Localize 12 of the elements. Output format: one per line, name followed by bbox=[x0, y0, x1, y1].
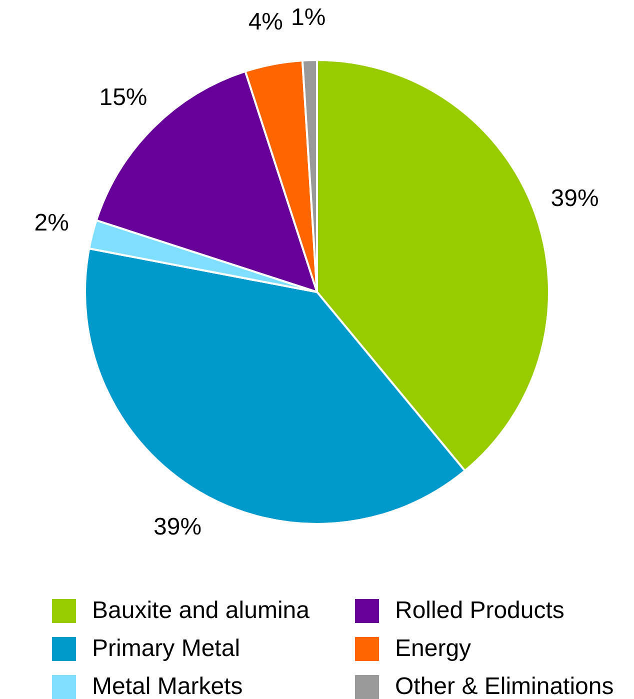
legend-label: Bauxite and alumina bbox=[92, 597, 310, 625]
legend-label: Energy bbox=[395, 635, 472, 663]
data-label: 15% bbox=[99, 84, 148, 111]
legend-label: Primary Metal bbox=[92, 635, 240, 663]
data-label: 1% bbox=[291, 4, 326, 31]
data-label: 39% bbox=[154, 513, 202, 540]
legend-label: Rolled Products bbox=[395, 597, 564, 625]
data-label: 4% bbox=[248, 8, 283, 36]
legend-label: Metal Markets bbox=[92, 673, 243, 699]
data-label: 2% bbox=[34, 209, 69, 236]
data-label: 39% bbox=[550, 184, 599, 212]
legend-label: Other & Eliminations bbox=[395, 673, 614, 699]
